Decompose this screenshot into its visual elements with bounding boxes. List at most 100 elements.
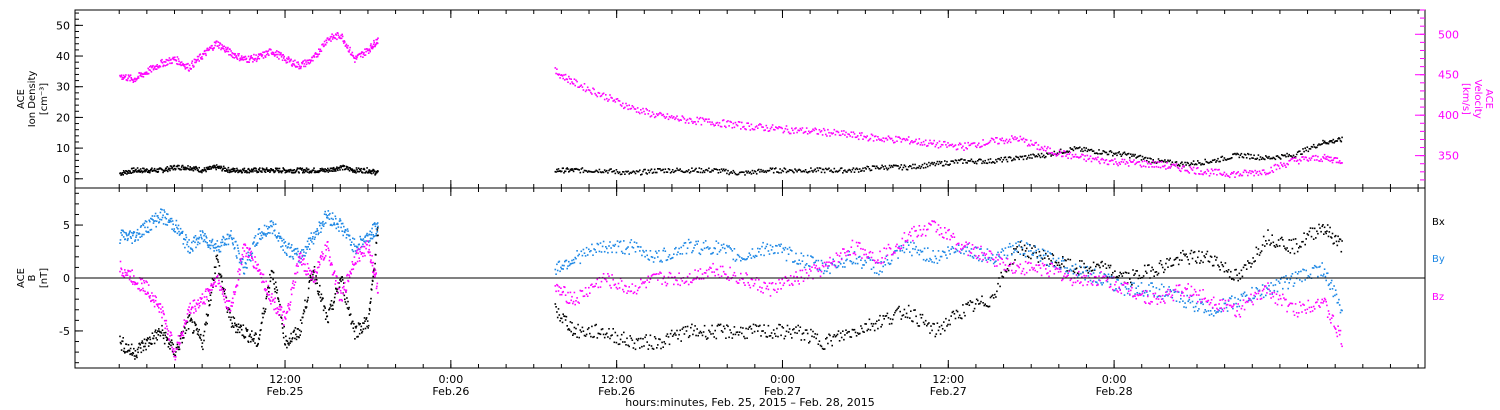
bx-point xyxy=(559,320,561,322)
by-point xyxy=(578,253,580,256)
by-point xyxy=(263,224,266,227)
density-point xyxy=(751,169,754,172)
velocity-point xyxy=(1262,169,1265,171)
density-point xyxy=(267,170,270,172)
density-point xyxy=(757,169,759,172)
density-point xyxy=(750,173,753,175)
velocity-point xyxy=(372,46,374,48)
density-point xyxy=(1338,137,1341,140)
density-point xyxy=(649,169,652,172)
bx-point xyxy=(1052,254,1055,257)
velocity-point xyxy=(884,137,887,140)
by-point xyxy=(1339,311,1342,314)
density-point xyxy=(1157,158,1160,160)
density-point xyxy=(248,169,251,171)
by-point xyxy=(337,223,339,226)
by-point xyxy=(195,238,198,241)
bx-point xyxy=(159,331,161,333)
by-point xyxy=(326,216,328,219)
density-point xyxy=(860,170,862,172)
density-point xyxy=(1311,146,1314,148)
by-point xyxy=(372,223,374,226)
density-point xyxy=(360,170,362,172)
density-point xyxy=(685,170,688,172)
velocity-point xyxy=(801,127,804,129)
bx-point xyxy=(848,330,850,333)
density-point xyxy=(811,169,813,172)
density-point xyxy=(321,167,323,170)
velocity-point xyxy=(874,135,877,137)
bx-point xyxy=(209,294,212,296)
velocity-point xyxy=(1069,151,1072,154)
velocity-point xyxy=(904,139,907,142)
bx-point xyxy=(780,334,782,337)
density-point xyxy=(266,169,268,171)
by-point xyxy=(940,255,943,258)
by-point xyxy=(148,219,150,222)
bx-point xyxy=(1155,271,1158,273)
by-point xyxy=(1242,292,1245,295)
by-point xyxy=(840,257,843,260)
density-point xyxy=(949,163,951,165)
bx-point xyxy=(141,342,143,344)
velocity-point xyxy=(1177,167,1180,170)
by-point xyxy=(761,245,763,248)
velocity-point xyxy=(179,63,181,66)
bx-point xyxy=(231,325,234,327)
velocity-point xyxy=(987,142,990,144)
bx-point xyxy=(830,340,832,342)
velocity-point xyxy=(293,63,295,65)
velocity-point xyxy=(853,133,856,135)
by-point xyxy=(1252,297,1254,300)
by-point xyxy=(228,237,230,240)
bx-point xyxy=(730,331,732,334)
by-point xyxy=(143,222,146,224)
by-point xyxy=(743,258,745,260)
by-point xyxy=(211,238,214,241)
by-point xyxy=(832,258,834,261)
density-point xyxy=(727,169,729,172)
velocity-point xyxy=(979,146,981,149)
velocity-point xyxy=(839,134,842,137)
by-point xyxy=(956,250,959,252)
velocity-point xyxy=(1099,162,1101,165)
density-point xyxy=(1256,157,1259,160)
bx-point xyxy=(1320,230,1322,233)
velocity-point xyxy=(375,43,378,45)
bx-point xyxy=(152,337,155,340)
bx-point xyxy=(1118,275,1120,277)
by-point xyxy=(1212,315,1215,317)
bx-point xyxy=(1173,259,1176,261)
density-point xyxy=(1264,158,1266,161)
bx-point xyxy=(793,328,795,330)
velocity-point xyxy=(928,142,930,145)
velocity-point xyxy=(722,119,725,121)
density-point xyxy=(1174,161,1177,164)
velocity-point xyxy=(248,58,251,61)
by-point xyxy=(313,238,316,240)
velocity-point xyxy=(1062,155,1064,158)
by-point xyxy=(324,210,326,213)
by-point xyxy=(934,255,937,258)
bx-point xyxy=(370,289,373,291)
velocity-point xyxy=(270,48,272,51)
velocity-point xyxy=(254,57,257,60)
density-point xyxy=(281,170,284,172)
density-point xyxy=(1119,153,1121,155)
velocity-point xyxy=(947,142,949,144)
velocity-point xyxy=(1189,166,1192,168)
bx-point xyxy=(1241,275,1244,278)
by-point xyxy=(574,256,576,259)
density-point xyxy=(1262,158,1265,160)
velocity-point xyxy=(867,139,870,142)
velocity-point xyxy=(315,53,317,55)
velocity-point xyxy=(218,47,220,49)
velocity-point xyxy=(335,34,338,36)
by-point xyxy=(608,245,610,247)
velocity-point xyxy=(914,140,916,143)
by-point xyxy=(1172,289,1175,291)
bx-point xyxy=(671,335,674,337)
by-point xyxy=(1203,311,1205,314)
bx-point xyxy=(721,331,724,333)
density-point xyxy=(339,165,342,167)
